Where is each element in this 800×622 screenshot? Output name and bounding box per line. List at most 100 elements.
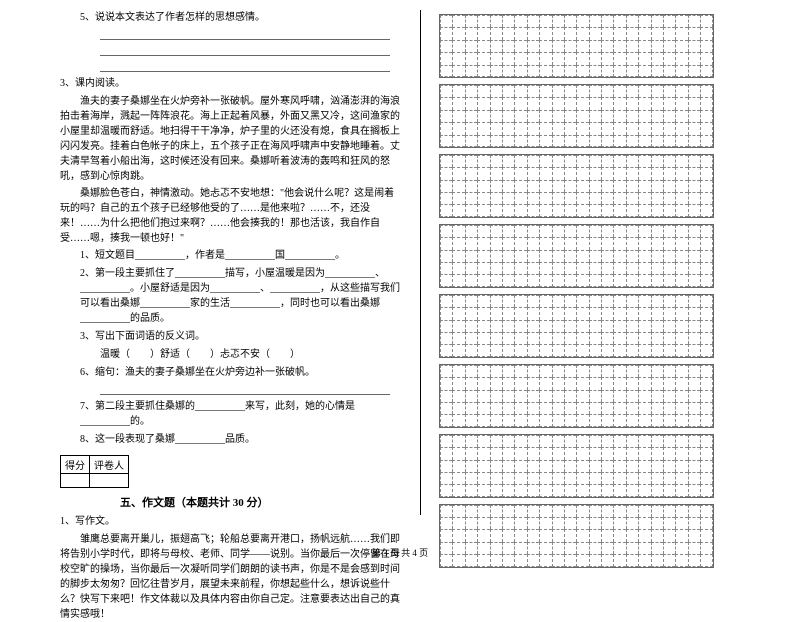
grid-cell <box>700 204 712 216</box>
grid-cell <box>589 204 601 216</box>
grid-cell <box>613 529 625 541</box>
grid-cell <box>564 484 576 496</box>
grid-cell <box>651 110 663 122</box>
grid-cell <box>452 110 464 122</box>
grid-cell <box>675 192 687 204</box>
grid-row <box>440 447 713 459</box>
grid-cell <box>465 237 477 249</box>
grid-cell <box>564 262 576 274</box>
grid-cell <box>626 505 638 517</box>
grid-cell <box>651 180 663 192</box>
grid-cell <box>576 192 588 204</box>
answer-line <box>100 383 390 395</box>
grid-cell <box>675 237 687 249</box>
grid-cell <box>465 204 477 216</box>
grid-cell <box>440 15 452 27</box>
grid-cell <box>626 97 638 109</box>
grid-cell <box>514 484 526 496</box>
grid-cell <box>688 237 700 249</box>
grid-cell <box>675 295 687 307</box>
grid-cell <box>552 402 564 414</box>
grid-cell <box>589 295 601 307</box>
grid-cell <box>502 414 514 426</box>
grid-cell <box>700 274 712 286</box>
grid-cell <box>638 307 650 319</box>
grid-cell <box>638 484 650 496</box>
grid-cell <box>688 85 700 97</box>
composition-grid-block <box>439 14 714 78</box>
grid-cell <box>638 122 650 134</box>
grid-cell <box>700 435 712 447</box>
grid-cell <box>675 155 687 167</box>
sub-q6: 8、这一段表现了桑娜__________品质。 <box>60 432 400 447</box>
grid-cell <box>626 262 638 274</box>
grid-cell <box>465 122 477 134</box>
grid-cell <box>514 460 526 472</box>
grid-cell <box>539 167 551 179</box>
grid-cell <box>576 110 588 122</box>
grid-cell <box>440 40 452 52</box>
grid-cell <box>651 65 663 77</box>
grid-cell <box>651 517 663 529</box>
grid-cell <box>638 320 650 332</box>
grid-cell <box>601 472 613 484</box>
grid-cell <box>477 377 489 389</box>
grid-cell <box>638 274 650 286</box>
grid-cell <box>539 40 551 52</box>
grid-cell <box>651 97 663 109</box>
grid-cell <box>601 135 613 147</box>
grid-cell <box>626 237 638 249</box>
grid-cell <box>675 517 687 529</box>
grid-row <box>440 332 713 344</box>
grid-cell <box>477 505 489 517</box>
grid-cell <box>440 262 452 274</box>
grid-cell <box>490 460 502 472</box>
grid-cell <box>477 274 489 286</box>
grid-cell <box>613 460 625 472</box>
grid-cell <box>527 390 539 402</box>
grid-cell <box>452 250 464 262</box>
grid-cell <box>465 15 477 27</box>
grid-cell <box>613 295 625 307</box>
grid-cell <box>452 122 464 134</box>
grid-cell <box>576 274 588 286</box>
grid-cell <box>564 180 576 192</box>
grid-cell <box>465 295 477 307</box>
grid-cell <box>477 15 489 27</box>
grid-cell <box>688 505 700 517</box>
grid-cell <box>490 320 502 332</box>
grid-cell <box>700 414 712 426</box>
grid-cell <box>651 225 663 237</box>
grid-cell <box>564 40 576 52</box>
grid-cell <box>688 332 700 344</box>
grid-cell <box>589 517 601 529</box>
grid-cell <box>514 472 526 484</box>
grid-cell <box>589 85 601 97</box>
grid-cell <box>589 390 601 402</box>
grid-cell <box>502 167 514 179</box>
grid-cell <box>527 155 539 167</box>
grid-cell <box>675 225 687 237</box>
passage-2: 桑娜脸色苍白，神情激动。她忐忑不安地想："他会说什么呢？这是闹着玩的吗？自己的五… <box>60 186 400 246</box>
grid-cell <box>613 505 625 517</box>
composition-grid-area <box>439 14 750 574</box>
grid-cell <box>465 529 477 541</box>
grid-cell <box>514 402 526 414</box>
grid-cell <box>564 447 576 459</box>
grid-cell <box>552 40 564 52</box>
grid-cell <box>576 365 588 377</box>
grid-cell <box>539 97 551 109</box>
grid-cell <box>502 40 514 52</box>
grid-cell <box>638 390 650 402</box>
grid-cell <box>564 307 576 319</box>
sub-q2: 2、第一段主要抓住了__________描写，小屋温暖是因为__________… <box>60 266 400 326</box>
grid-cell <box>638 135 650 147</box>
grid-cell <box>539 225 551 237</box>
grid-cell <box>651 85 663 97</box>
grid-cell <box>601 274 613 286</box>
grid-cell <box>539 192 551 204</box>
grid-cell <box>527 414 539 426</box>
grid-cell <box>490 97 502 109</box>
grid-cell <box>477 27 489 39</box>
grid-cell <box>688 135 700 147</box>
